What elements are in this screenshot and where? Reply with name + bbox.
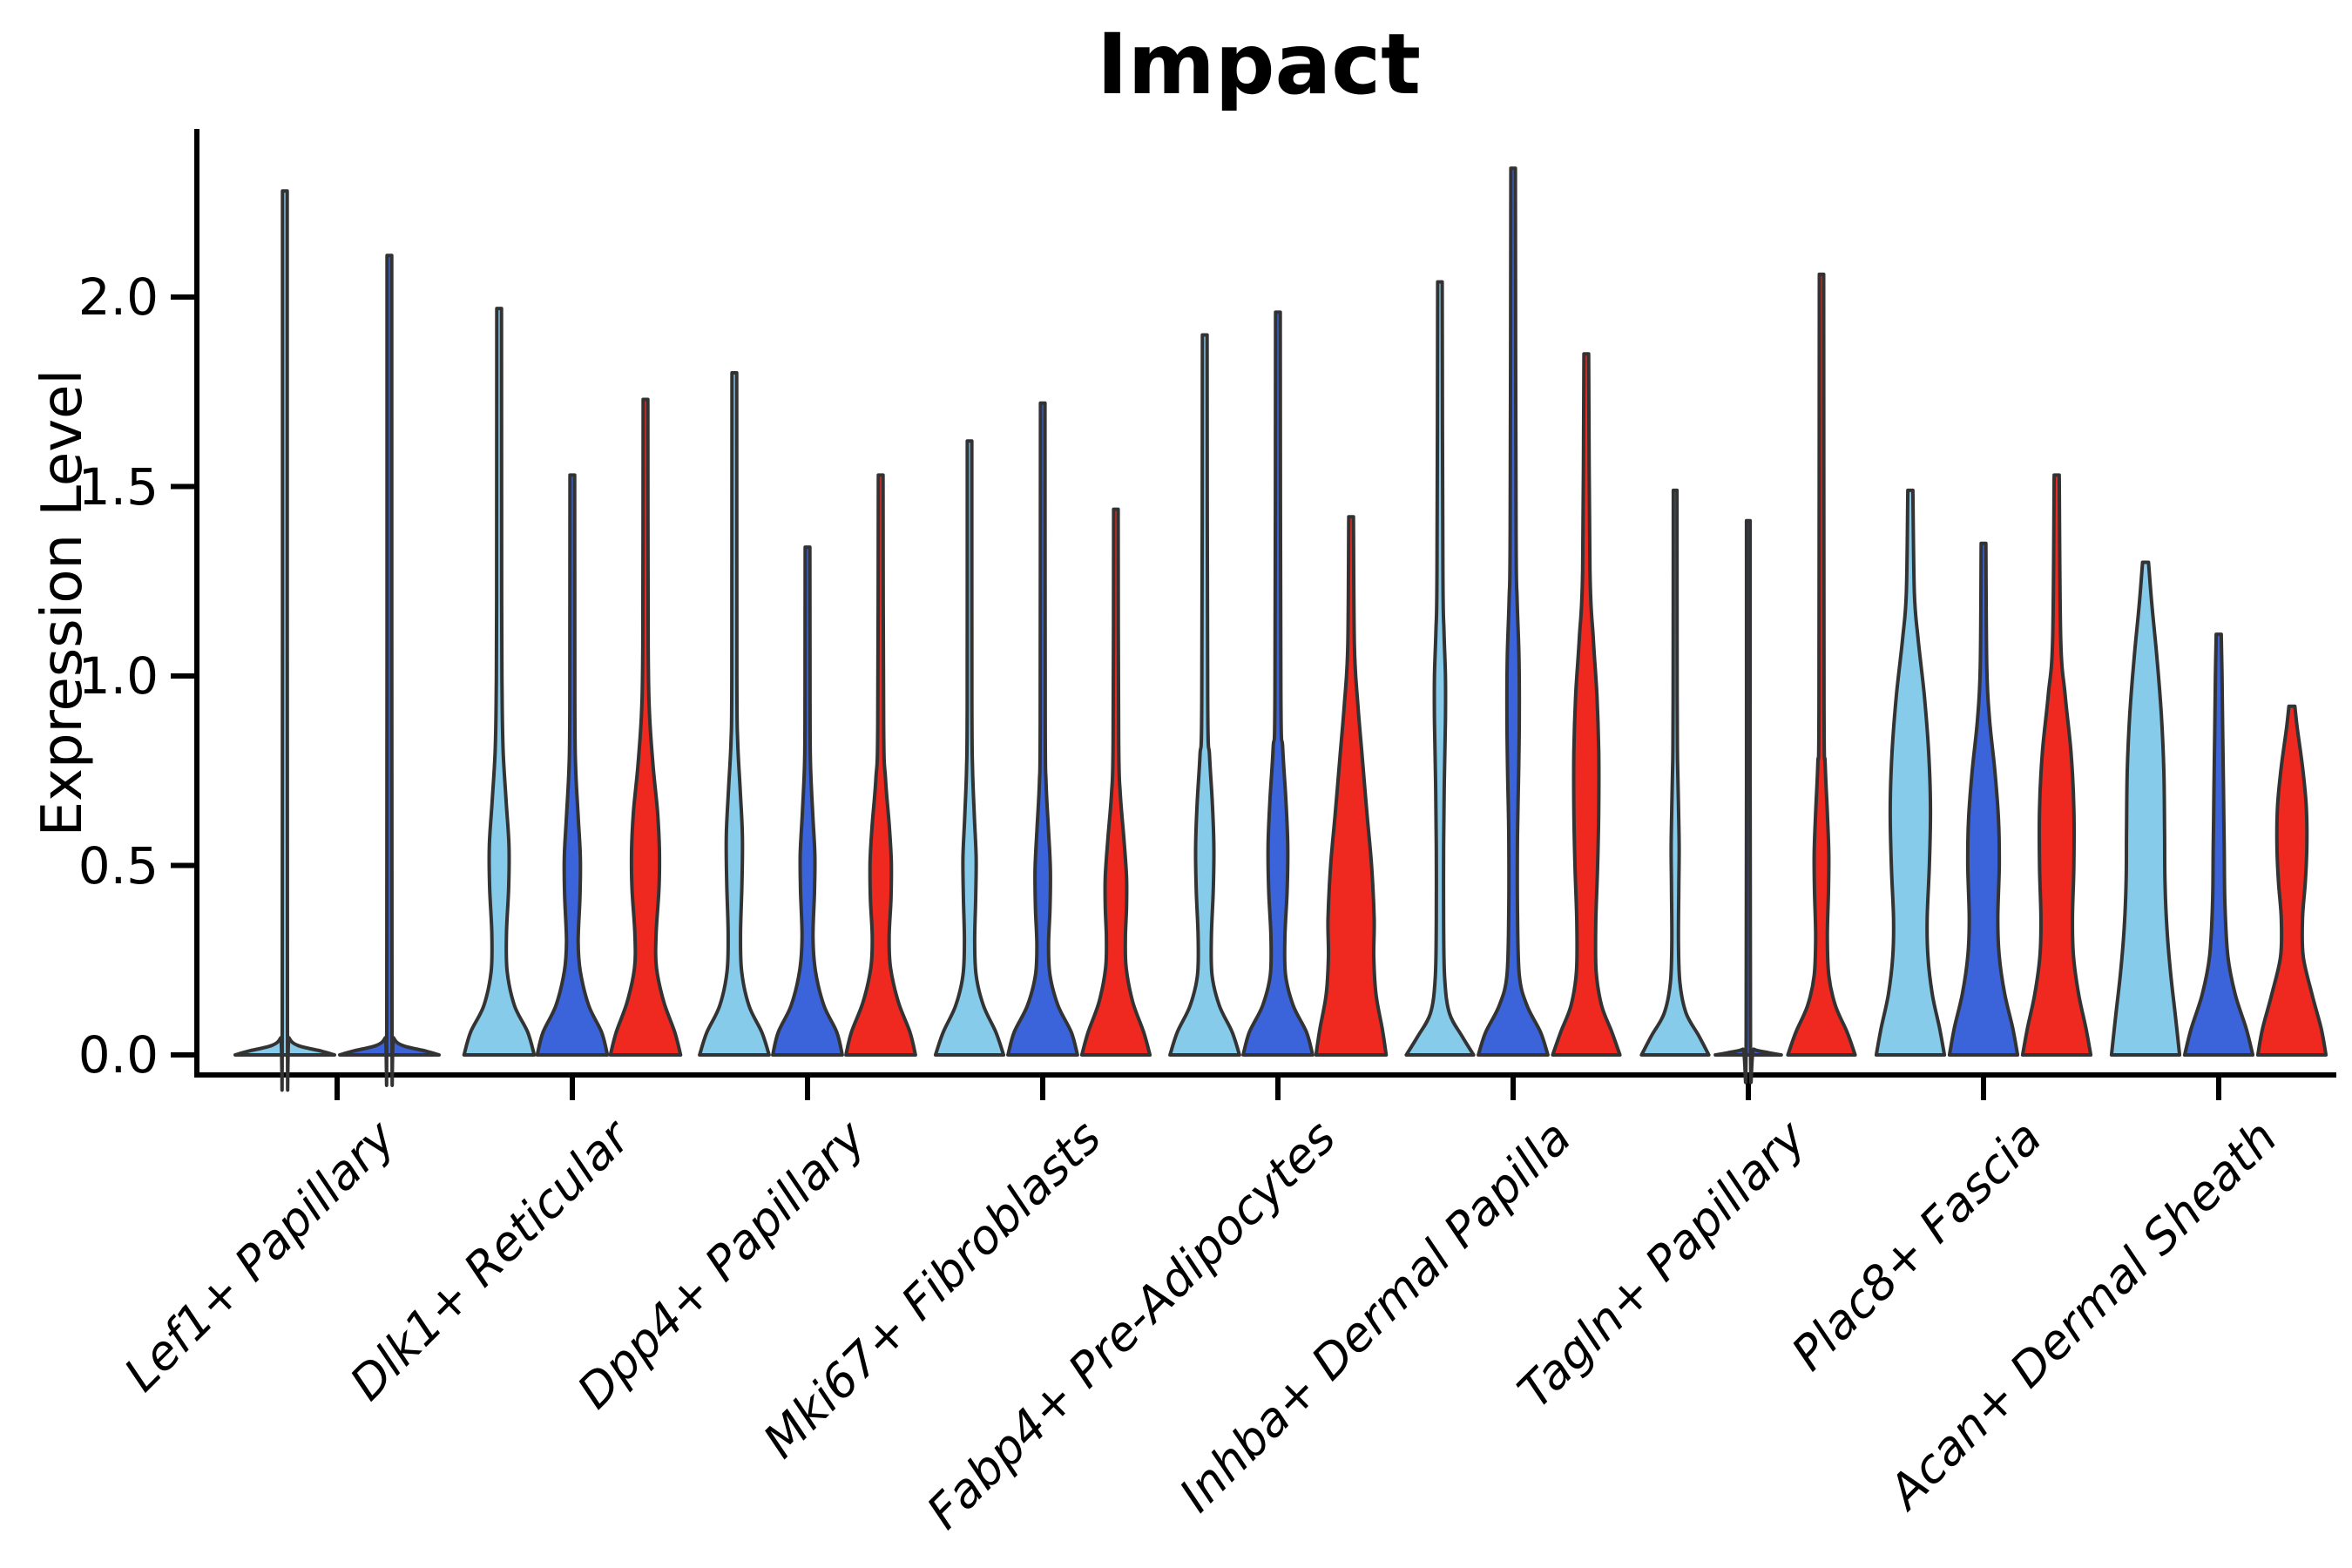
violin-skyblue — [233, 189, 336, 1092]
violin-red — [1314, 515, 1389, 1057]
violin-red — [1786, 272, 1857, 1057]
violin-red — [2020, 473, 2093, 1057]
y-tick-label: 0.5 — [78, 835, 159, 896]
violin-royalblue — [771, 545, 844, 1057]
violin-skyblue — [933, 439, 1006, 1057]
chart-title: Impact — [1096, 16, 1422, 113]
violin-royalblue — [1713, 518, 1783, 1085]
violin-skyblue — [2109, 560, 2182, 1057]
violin-red — [1551, 352, 1622, 1057]
violin-skyblue — [698, 371, 771, 1057]
violin-skyblue — [462, 307, 537, 1057]
violin-skyblue — [1404, 280, 1476, 1057]
violin-skyblue — [1874, 488, 1947, 1057]
y-tick-label: 2.0 — [78, 267, 159, 327]
y-tick-label: 1.0 — [78, 646, 159, 706]
violin-skyblue — [1168, 333, 1241, 1057]
violin-royalblue — [338, 253, 441, 1087]
violin-skyblue — [1639, 488, 1711, 1057]
violin-royalblue — [1947, 541, 2020, 1057]
violin-red — [844, 473, 917, 1057]
violin-royalblue — [1006, 401, 1079, 1057]
y-tick-label: 1.5 — [78, 456, 159, 517]
y-tick-label: 0.0 — [78, 1025, 159, 1085]
violin-red — [1079, 507, 1152, 1057]
violin-red — [608, 397, 683, 1057]
violin-royalblue — [535, 473, 610, 1057]
violin-royalblue — [1477, 166, 1550, 1057]
violin-royalblue — [2182, 632, 2255, 1057]
violin-royalblue — [1241, 310, 1315, 1057]
violin-red — [2255, 704, 2328, 1057]
y-axis-label: Expression Level — [30, 368, 95, 837]
